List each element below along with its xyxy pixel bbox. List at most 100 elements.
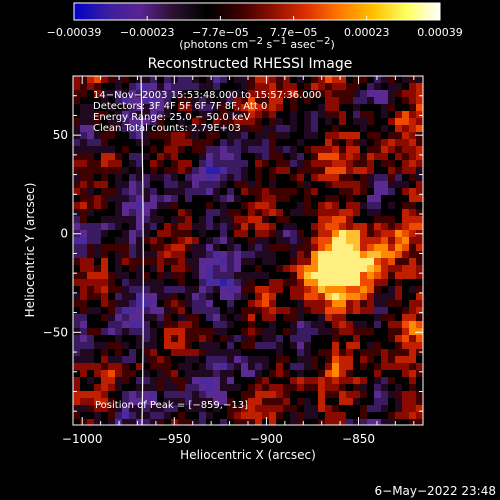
heatmap-pixel [416,111,423,119]
heatmap-pixel [199,391,207,399]
heatmap-pixel [290,195,298,203]
heatmap-pixel [367,321,375,329]
heatmap-pixel [332,370,340,378]
heatmap-pixel [381,125,389,133]
heatmap-pixel [409,300,417,308]
heatmap-pixel [213,258,221,266]
heatmap-pixel [402,132,410,140]
heatmap-pixel [402,223,410,231]
heatmap-pixel [234,223,242,231]
heatmap-pixel [276,223,284,231]
heatmap-pixel [346,293,354,301]
heatmap-pixel [150,139,158,147]
heatmap-pixel [178,90,186,98]
heatmap-pixel [318,265,326,273]
heatmap-pixel [255,223,263,231]
heatmap-pixel [374,363,382,371]
heatmap-pixel [353,342,361,350]
heatmap-pixel [227,153,235,161]
heatmap-pixel [164,76,172,84]
heatmap-pixel [374,90,382,98]
heatmap-pixel [157,76,165,84]
heatmap-pixel [360,293,368,301]
heatmap-pixel [332,258,340,266]
heatmap-pixel [416,398,423,406]
heatmap-pixel [150,160,158,168]
heatmap-pixel [80,97,88,105]
heatmap-pixel [374,307,382,315]
heatmap-pixel [311,118,319,126]
heatmap-pixel [129,181,137,189]
heatmap-pixel [206,419,214,425]
heatmap-pixel [108,279,116,287]
heatmap-pixel [381,356,389,364]
heatmap-pixel [220,307,228,315]
heatmap-pixel [262,111,270,119]
heatmap-pixel [395,363,403,371]
heatmap-pixel [388,139,396,147]
heatmap-pixel [367,412,375,420]
heatmap-pixel [409,188,417,196]
heatmap-pixel [283,104,291,112]
heatmap-pixel [171,139,179,147]
heatmap-pixel [115,216,123,224]
heatmap-pixel [388,104,396,112]
heatmap-pixel [101,160,109,168]
heatmap-pixel [157,209,165,217]
heatmap-pixel [297,244,305,252]
heatmap-pixel [234,335,242,343]
heatmap-pixel [262,251,270,259]
heatmap-pixel [276,258,284,266]
heatmap-pixel [157,314,165,322]
heatmap-pixel [283,83,291,91]
heatmap-pixel [255,174,263,182]
heatmap-pixel [290,384,298,392]
heatmap-pixel [206,384,214,392]
heatmap-pixel [248,377,256,385]
heatmap-pixel [94,76,102,84]
heatmap-pixel [192,349,200,357]
heatmap-pixel [136,342,144,350]
heatmap-pixel [416,146,423,154]
heatmap-pixel [297,398,305,406]
heatmap-pixel [346,412,354,420]
heatmap-pixel [367,181,375,189]
heatmap-pixel [402,328,410,336]
heatmap-pixel [80,293,88,301]
heatmap-pixel [339,146,347,154]
heatmap-pixel [416,195,423,203]
heatmap-pixel [304,90,312,98]
heatmap-pixel [94,377,102,385]
heatmap-pixel [395,300,403,308]
heatmap-pixel [150,314,158,322]
heatmap-pixel [87,230,95,238]
heatmap-pixel [192,139,200,147]
heatmap-pixel [220,132,228,140]
heatmap-pixel [381,377,389,385]
heatmap-pixel [353,195,361,203]
colorbar-tick-label: 0.00023 [344,26,390,39]
heatmap-pixel [234,83,242,91]
heatmap-pixel [304,97,312,105]
heatmap-pixel [206,356,214,364]
heatmap-pixel [192,104,200,112]
heatmap-pixel [290,83,298,91]
heatmap-pixel [150,419,158,425]
heatmap-pixel [297,300,305,308]
heatmap-pixel [311,342,319,350]
heatmap-pixel [129,314,137,322]
heatmap-pixel [402,342,410,350]
heatmap-pixel [318,300,326,308]
heatmap-pixel [318,223,326,231]
heatmap-pixel [353,202,361,210]
heatmap-pixel [255,153,263,161]
heatmap-pixel [402,195,410,203]
heatmap-pixel [136,244,144,252]
heatmap-pixel [157,153,165,161]
heatmap-pixel [94,195,102,203]
heatmap-pixel [416,174,423,182]
heatmap-pixel [255,251,263,259]
heatmap-pixel [122,265,130,273]
heatmap-pixel [234,216,242,224]
heatmap-pixel [73,83,81,91]
